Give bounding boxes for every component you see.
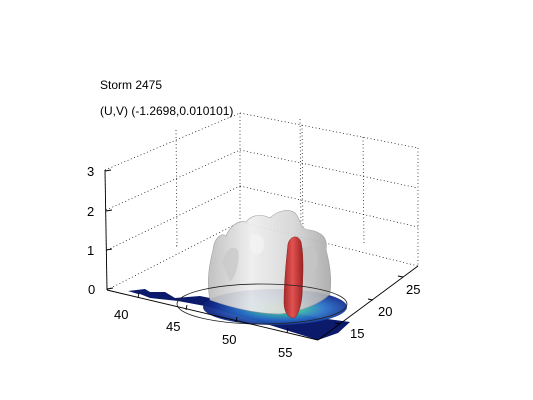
axes-grid: [104, 112, 419, 291]
chart-title-line-1: Storm 2475: [100, 78, 163, 92]
x-tick-label: 40: [114, 307, 128, 322]
z-tick-label: 3: [87, 164, 94, 179]
tick-marks: [104, 169, 404, 334]
x-tick-label: 45: [166, 319, 180, 334]
x-tick-label: 50: [222, 332, 236, 347]
z-tick-label: 2: [87, 204, 94, 219]
outer-isosurface: [208, 210, 332, 315]
x-tick-label: 55: [278, 345, 292, 360]
axes-lines: [104, 169, 419, 341]
z-tick-label: 0: [88, 282, 95, 297]
y-tick-label: 15: [350, 326, 364, 341]
y-tick-label: 20: [378, 304, 392, 319]
chart-title-line-2: (U,V) (-1.2698,0.010101): [100, 104, 234, 118]
z-tick-label: 1: [87, 243, 94, 258]
floor-contour-ring: [176, 283, 348, 325]
inner-core-isosurface: [283, 236, 304, 319]
y-tick-label: 25: [406, 282, 420, 297]
